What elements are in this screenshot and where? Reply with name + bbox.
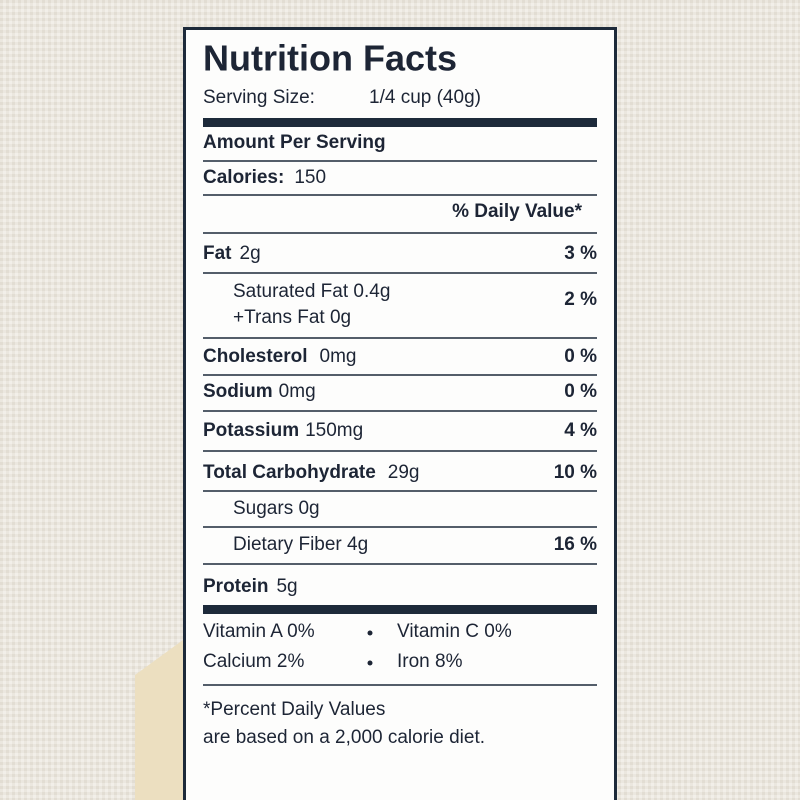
thick-rule (203, 118, 597, 127)
dv: 16 % (554, 534, 597, 555)
sodium: Sodium 0mg (203, 381, 316, 402)
amount: 0mg (320, 346, 357, 367)
sub-line: +Trans Fat 0g (233, 307, 351, 328)
name: Potassium (203, 420, 299, 441)
amount: 150mg (305, 420, 363, 441)
corner (135, 640, 183, 800)
title: Nutrition Facts (203, 38, 457, 79)
amount: 0mg (279, 381, 316, 402)
footnote: are based on a 2,000 calorie diet. (203, 727, 485, 748)
fiber: Dietary Fiber 4g (233, 534, 368, 555)
amount: 5g (276, 576, 297, 597)
vitamin: Calcium 2% (203, 651, 304, 672)
bullet (367, 630, 373, 636)
amount: 2g (240, 243, 261, 264)
calories-label: Calories: (203, 167, 284, 188)
sugars: Sugars 0g (233, 498, 320, 519)
sub-line: Saturated Fat 0.4g (233, 281, 390, 302)
dv-header: % Daily Value* (452, 201, 583, 222)
vitamin: Vitamin C 0% (397, 621, 512, 642)
name: Total Carbohydrate (203, 462, 376, 483)
vitamin: Vitamin A 0% (203, 621, 315, 642)
name: Protein (203, 576, 268, 597)
label-box (183, 27, 617, 800)
amount: 29g (388, 462, 420, 483)
name: Cholesterol (203, 346, 308, 367)
serving-value: 1/4 cup (40g) (369, 87, 481, 108)
dv: 3 % (564, 243, 597, 264)
protein: Protein 5g (203, 576, 298, 597)
footnote: *Percent Daily Values (203, 699, 385, 720)
calories: Calories: 150 (203, 167, 326, 188)
fat: Fat 2g (203, 243, 261, 264)
dv: 10 % (554, 462, 597, 483)
bullet (367, 660, 373, 666)
dv: 0 % (564, 381, 597, 402)
name: Sodium (203, 381, 273, 402)
vitamin: Iron 8% (397, 651, 463, 672)
dv: 4 % (564, 420, 597, 441)
carbohydrate: Total Carbohydrate 29g (203, 462, 419, 483)
calories-value: 150 (294, 167, 326, 188)
cholesterol: Cholesterol 0mg (203, 346, 357, 367)
dv: 2 % (564, 289, 597, 310)
dv: 0 % (564, 346, 597, 367)
serving-label: Serving Size: (203, 87, 315, 108)
thick-rule (203, 605, 597, 614)
amount-header: Amount Per Serving (203, 132, 386, 153)
potassium: Potassium 150mg (203, 420, 363, 441)
name: Fat (203, 243, 232, 264)
